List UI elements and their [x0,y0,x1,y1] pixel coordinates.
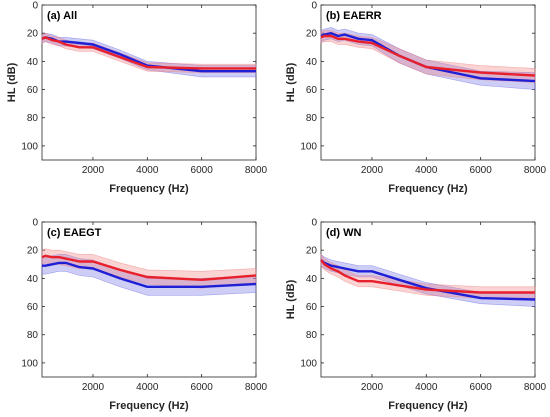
y-tick-label: 40 [27,274,39,285]
x-tick-label: 8000 [245,165,268,176]
plot-area [41,4,257,161]
y-tick-label: 100 [300,141,317,152]
y-tick-label: 0 [32,1,38,12]
series-1-line [320,259,535,294]
panel-a-all: 0 20 40 60 80 100 2000 4000 6000 8000 (a) All Frequ… [6,1,268,196]
x-tick-label: 4000 [136,165,159,176]
series-1-line [320,34,536,77]
x-axis-label: Frequency (Hz) [109,400,189,412]
series-1-band [320,253,536,299]
x-tick-label: 8000 [524,165,547,176]
panel-b-eaerr: 0 20 40 60 80 100 2000 4000 6000 8000 (b) EAERR Fre… [285,1,547,196]
y-tick-label: 40 [27,57,39,68]
y-tick-label: 60 [27,302,39,313]
panel-title: (b) EAERR [326,10,382,22]
y-axis-label: HL (dB) [285,62,297,102]
x-axis-label: Frequency (Hz) [109,183,189,195]
y-axis-label: HL (dB) [285,279,297,319]
y-tick-label: 0 [32,218,38,229]
x-tick-label: 2000 [82,165,105,176]
y-tick-label: 0 [311,218,317,229]
series-1-line [41,36,256,70]
series-1-line [41,254,257,281]
y-tick-label: 20 [306,246,318,257]
y-tick-label: 60 [306,85,318,96]
y-tick-label: 80 [306,113,318,124]
x-tick-label: 2000 [361,165,384,176]
panel-title: (d) WN [326,227,361,239]
y-tick-label: 40 [306,57,318,68]
y-tick-label: 40 [306,274,318,285]
y-tick-label: 20 [306,29,318,40]
y-tick-label: 100 [300,358,317,369]
y-tick-label: 0 [311,1,317,12]
panel-d-wn: 0 20 40 60 80 100 2000 4000 6000 8000 (d) WN Freque… [285,218,547,413]
panel-title: (a) All [47,10,77,22]
x-tick-label: 8000 [524,382,547,393]
x-tick-label: 6000 [470,165,493,176]
y-tick-label: 80 [27,330,39,341]
x-axis-label: Frequency (Hz) [388,183,468,195]
y-tick-label: 60 [306,302,318,313]
y-tick-label: 100 [21,141,38,152]
series-0-line [320,32,536,83]
series-0-line [42,261,257,288]
series-1-band [41,248,257,289]
x-axis-label: Frequency (Hz) [388,400,468,412]
panel-c-eaegt: 0 20 40 60 80 100 2000 4000 6000 8000 (c) EAEGT Fre… [21,218,267,413]
x-tick-label: 4000 [415,165,438,176]
x-tick-label: 8000 [245,382,268,393]
x-tick-label: 4000 [415,382,438,393]
y-tick-label: 20 [27,246,39,257]
x-tick-label: 2000 [361,382,384,393]
x-tick-label: 6000 [470,382,493,393]
x-tick-label: 6000 [191,382,214,393]
x-tick-label: 4000 [136,382,159,393]
y-tick-label: 100 [21,358,38,369]
x-tick-label: 2000 [82,382,105,393]
plot-area [41,221,257,378]
panel-title: (c) EAEGT [47,227,102,239]
y-tick-label: 60 [27,85,39,96]
y-tick-label: 80 [27,113,39,124]
y-tick-label: 20 [27,29,39,40]
x-tick-label: 6000 [191,165,214,176]
y-axis-label: HL (dB) [6,62,18,102]
y-tick-label: 80 [306,330,318,341]
